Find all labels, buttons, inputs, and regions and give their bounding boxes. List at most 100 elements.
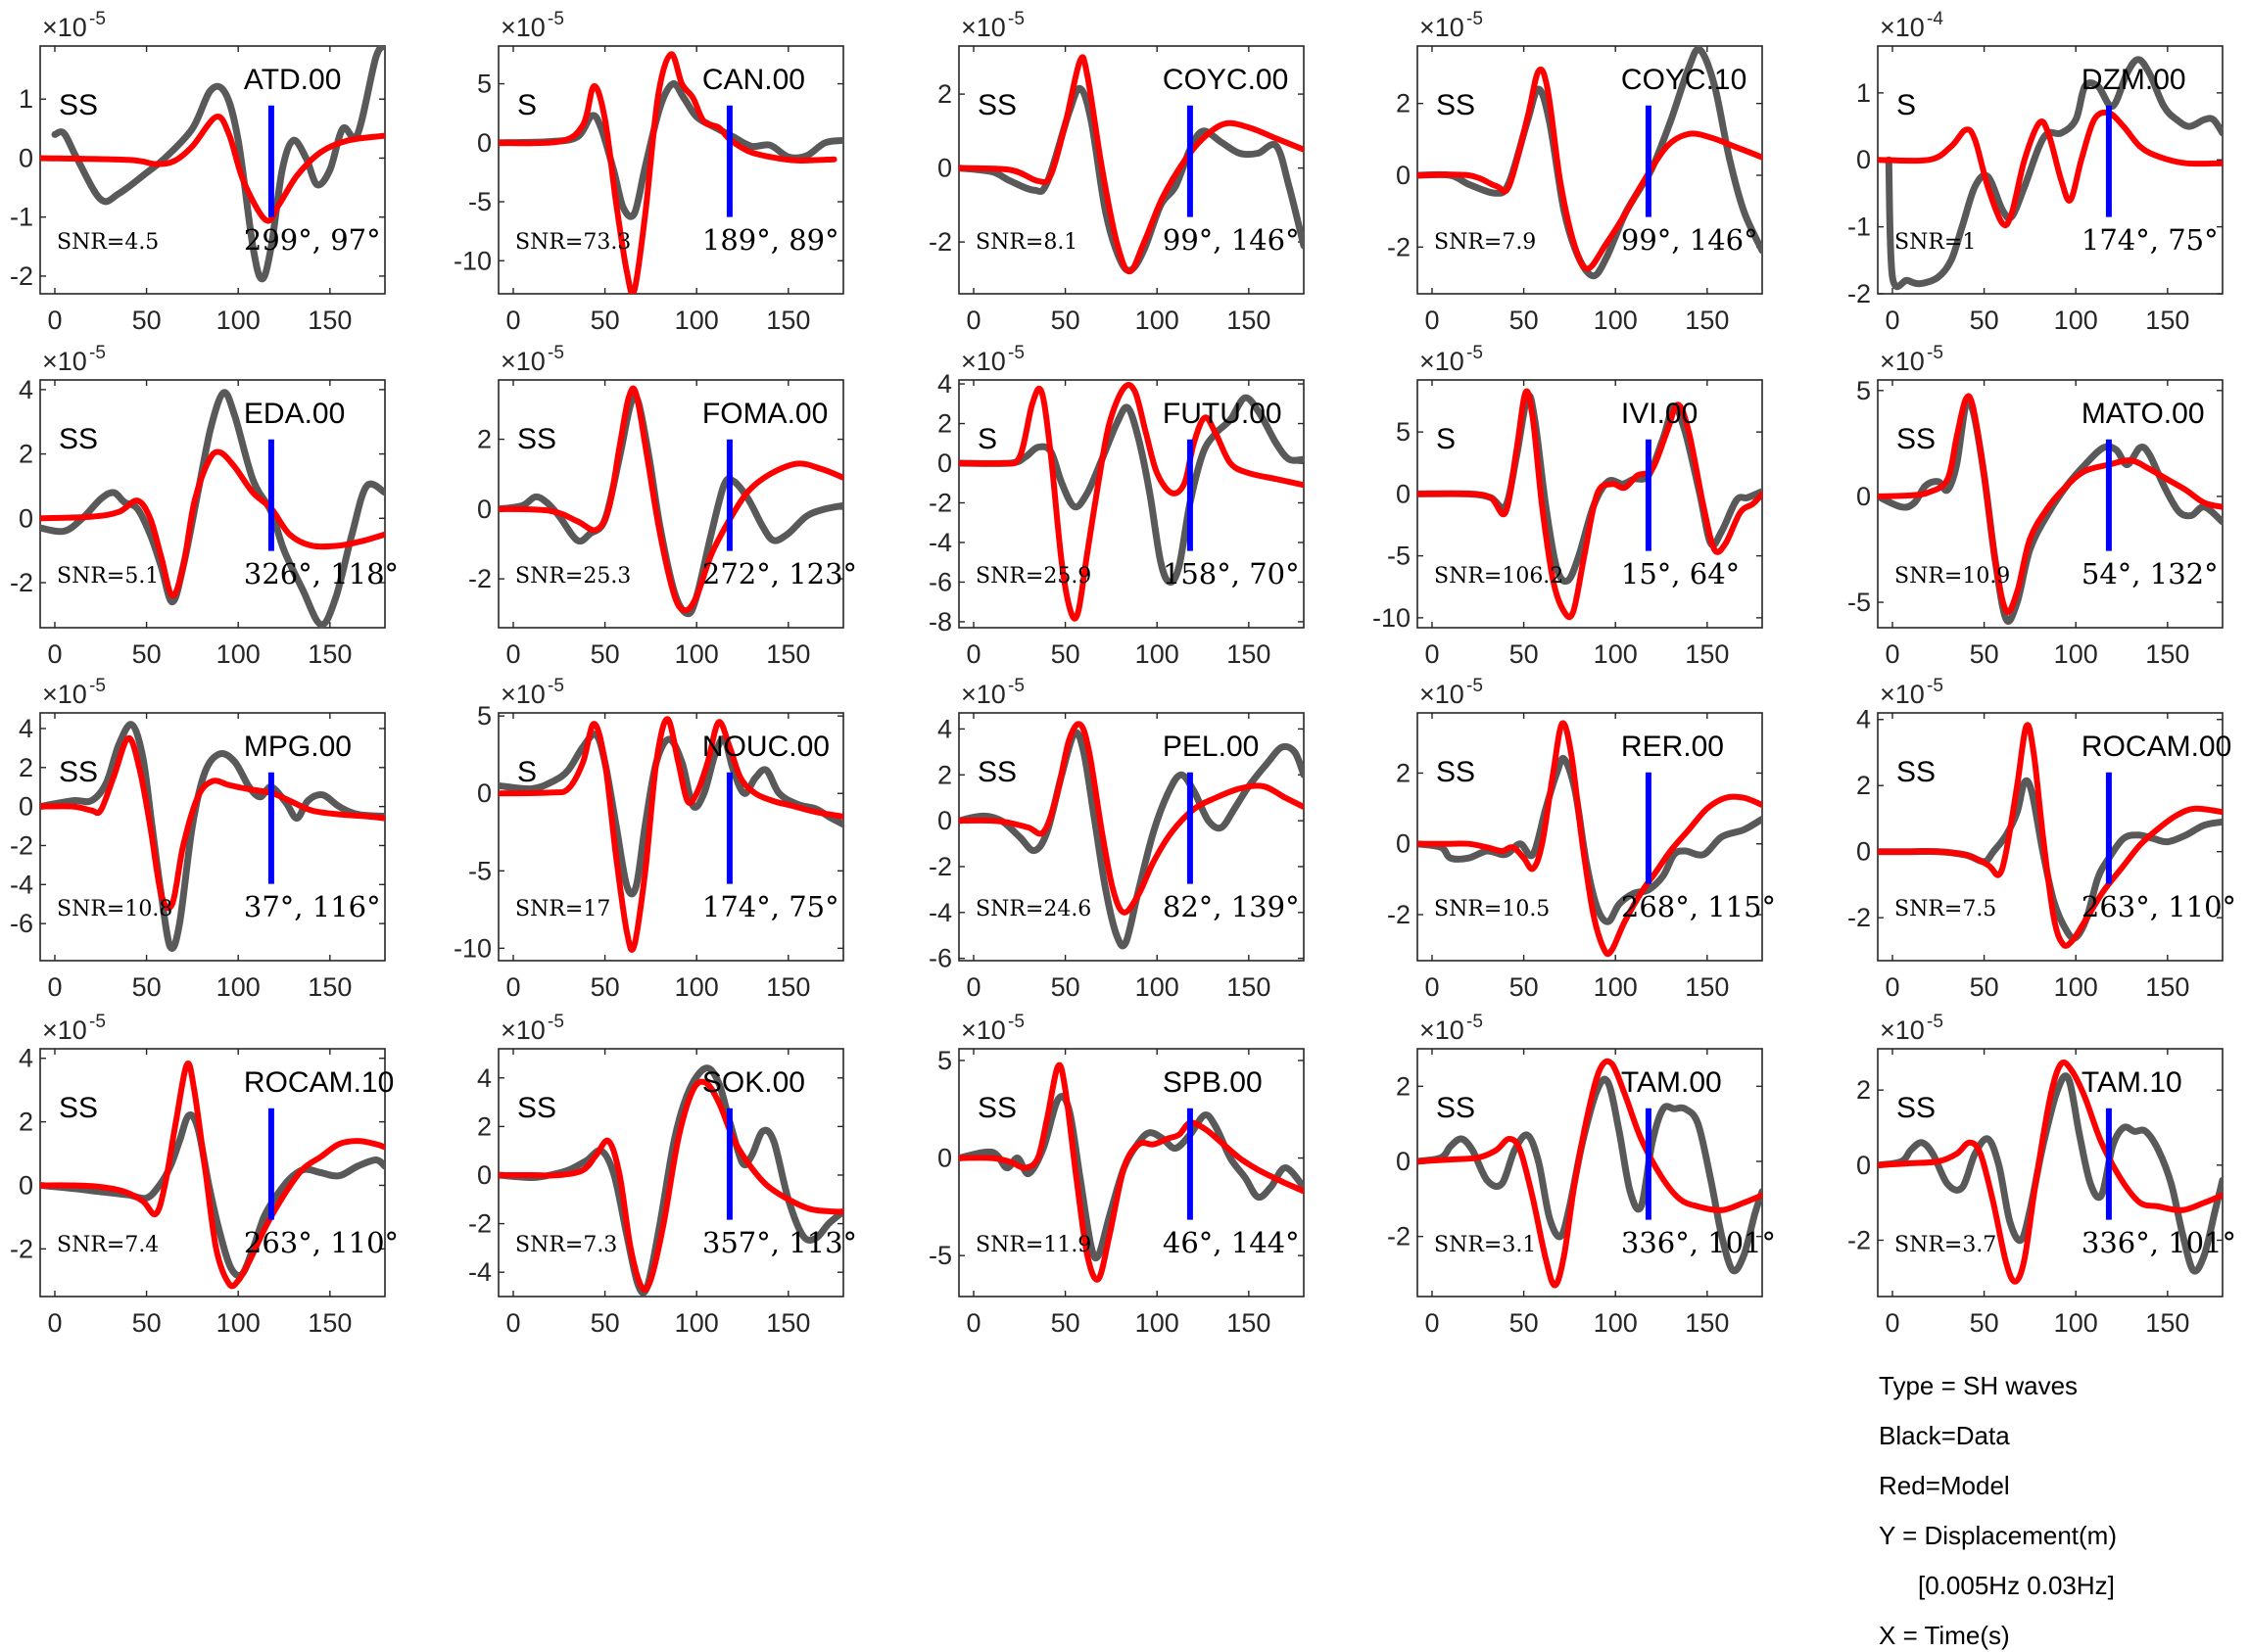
model-trace [40,114,385,224]
panel-coyc-00: 0 50 100 150 -2 0 2 ×10 -5 SS COYC.00 SNR=8.1 99°, 1… [929,9,1305,335]
y-tick-label: -5 [929,1241,952,1270]
x-tick-label: 0 [966,972,981,1002]
x-tick-label: 0 [1424,639,1439,669]
phase-label: SS [1896,1092,1936,1124]
x-tick-label: 100 [216,639,261,669]
x-tick-label: 50 [1051,639,1080,669]
x-tick-label: 100 [675,972,719,1002]
station-label: PEL.00 [1163,731,1259,763]
x-tick-label: 50 [1509,306,1539,335]
x-tick-label: 100 [1594,306,1638,335]
axes-box [1416,1048,1763,1298]
y-tick-label: -2 [1847,279,1871,308]
phase-label: SS [1436,1092,1475,1124]
y-tick-label: -4 [929,898,952,927]
y-exponent-power: -5 [89,1012,106,1032]
angle-label: 336°, 101° [1621,1226,1776,1259]
station-label: IVI.00 [1621,398,1698,430]
model-trace [959,1062,1304,1283]
x-tick-label: 100 [2054,972,2098,1002]
phase-label: S [1436,423,1456,455]
angle-label: 82°, 139° [1163,890,1300,923]
y-exponent-power: -4 [1927,9,1943,29]
legend-y: Y = Displacement(m) [1879,1521,2117,1550]
y-exponent-power: -5 [548,1012,564,1032]
station-label: ROCAM.10 [244,1066,394,1099]
y-exponent-power: -5 [1008,9,1025,29]
model-trace [959,721,1304,916]
panel-sok-00: 0 50 100 150 -4 -2 0 2 4 ×10 -5 SS SOK.00 SNR=7.3 357°… [468,1012,857,1338]
x-tick-label: 100 [216,1308,261,1338]
x-tick-label: 0 [47,1308,62,1338]
x-tick-label: 0 [1424,972,1439,1002]
angle-label: 299°, 97° [244,223,381,257]
y-tick-label: -10 [454,933,492,963]
y-exponent-label: ×10 [1880,347,1925,376]
panel-dzm-00: 0 50 100 150 -2 -1 0 1 ×10 -4 S DZM.00 SNR=1 174°, 75… [1847,9,2224,335]
angle-label: 189°, 89° [702,223,839,257]
x-tick-label: 50 [132,639,162,669]
x-tick-label: 50 [1970,972,1999,1002]
panel-atd-00: 0 50 100 150 -2 -1 0 1 ×10 -5 SS ATD.00 SNR=4.5 299°,… [10,9,386,335]
y-tick-label: -2 [1847,1226,1871,1255]
y-tick-label: -2 [1847,903,1871,932]
legend-black: Black=Data [1879,1421,2010,1450]
data-trace [1885,56,2223,291]
y-tick-label: 0 [937,1144,952,1173]
y-tick-label: 0 [1396,1147,1411,1176]
y-tick-label: -4 [929,528,952,557]
panel-eda-00: 0 50 100 150 -2 0 2 4 ×10 -5 SS EDA.00 SNR=5.1 326°, … [10,343,399,669]
y-exponent-power: -5 [1466,9,1483,29]
snr-label: SNR=24.6 [976,897,1091,921]
x-tick-label: 150 [766,306,810,335]
y-tick-label: -8 [929,607,952,637]
y-exponent-power: -5 [89,9,106,29]
y-tick-label: -2 [929,488,952,517]
x-tick-label: 150 [766,639,810,669]
y-tick-label: 2 [1856,1075,1871,1105]
y-exponent-label: ×10 [42,680,87,709]
y-tick-label: 0 [19,792,33,822]
y-tick-label: 4 [937,714,952,743]
x-tick-label: 150 [308,1308,352,1338]
y-tick-label: -2 [10,568,33,597]
y-tick-label: 0 [19,143,33,172]
phase-label: SS [517,1092,556,1124]
data-trace [1878,1072,2223,1275]
y-exponent-power: -5 [1927,1012,1943,1032]
y-exponent-label: ×10 [1419,1015,1464,1045]
x-tick-label: 150 [1226,639,1270,669]
data-trace [40,389,385,628]
x-tick-label: 150 [308,972,352,1002]
y-tick-label: 0 [477,779,492,808]
x-tick-label: 100 [1594,639,1638,669]
snr-label: SNR=10.9 [1894,564,2010,589]
y-tick-label: -6 [10,909,33,938]
phase-label: SS [59,1092,98,1124]
y-exponent-label: ×10 [501,1015,546,1045]
y-exponent-power: -5 [1927,343,1943,363]
data-trace [499,80,843,220]
x-tick-label: 0 [1885,639,1899,669]
angle-label: 46°, 144° [1163,1226,1300,1259]
y-tick-label: -2 [1387,900,1411,929]
y-tick-label: 2 [937,409,952,439]
x-tick-label: 100 [1135,972,1179,1002]
x-tick-label: 100 [1594,972,1638,1002]
station-label: TAM.00 [1621,1066,1722,1099]
station-label: TAM.10 [2082,1066,2182,1099]
angle-label: 99°, 146° [1621,223,1758,257]
x-tick-label: 50 [1051,1308,1080,1338]
x-tick-label: 50 [591,639,620,669]
panel-rocam-10: 0 50 100 150 -2 0 2 4 ×10 -5 SS ROCAM.10 SNR=7.4 263°… [10,1012,399,1338]
y-tick-label: 1 [1856,78,1871,108]
phase-label: SS [59,423,98,455]
x-tick-label: 100 [216,972,261,1002]
y-tick-label: 0 [477,1160,492,1190]
y-exponent-label: ×10 [1419,680,1464,709]
y-exponent-power: -5 [548,676,564,696]
y-exponent-label: ×10 [1419,13,1464,42]
